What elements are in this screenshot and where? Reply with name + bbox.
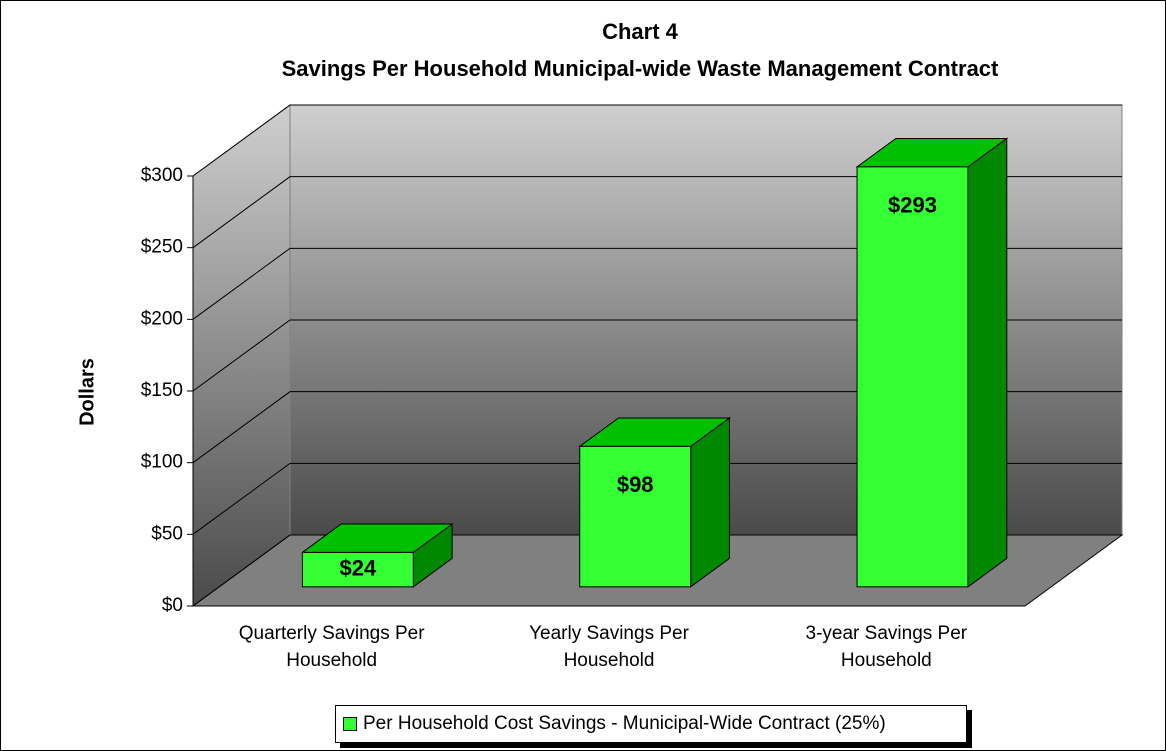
y-tick-label: $150 [141,380,183,401]
value-label: $293 [888,193,937,218]
y-tick-label: $0 [162,595,183,616]
bar [301,551,414,588]
plot-area: $0 $50 $100 $150 $200 $250 $300 $24 $98 $293 [141,104,1124,616]
value-label: $24 [339,555,376,580]
bar [856,166,969,588]
value-label: $98 [617,472,654,497]
chart-title: Chart 4 [602,19,679,44]
chart-subtitle: Savings Per Household Municipal-wide Was… [282,56,999,81]
y-tick-label: $250 [141,237,183,258]
y-tick-label: $100 [141,452,183,473]
bar [579,445,692,588]
grid-line [192,462,1122,535]
legend-label: Per Household Cost Savings - Municipal-W… [363,713,886,734]
bar-side [690,416,730,588]
grid-line [192,534,1122,607]
grid-line [192,104,1122,177]
bar-side [967,137,1008,588]
y-axis-label: Dollars [76,358,98,426]
x-tick-label: Yearly Savings Per Household [529,623,689,671]
y-tick-label: $50 [151,523,183,544]
grid-line [192,319,1122,392]
grid-line [192,391,1122,464]
y-tick-label: $200 [141,308,183,329]
legend-swatch [343,717,357,731]
y-tick-label: $300 [141,165,183,186]
x-tick-label: 3-year Savings Per Household [805,623,968,671]
legend-box [335,705,967,743]
grid-line [192,176,1122,249]
x-tick-label: Quarterly Savings Per Household [238,623,425,671]
grid-line [192,247,1122,320]
